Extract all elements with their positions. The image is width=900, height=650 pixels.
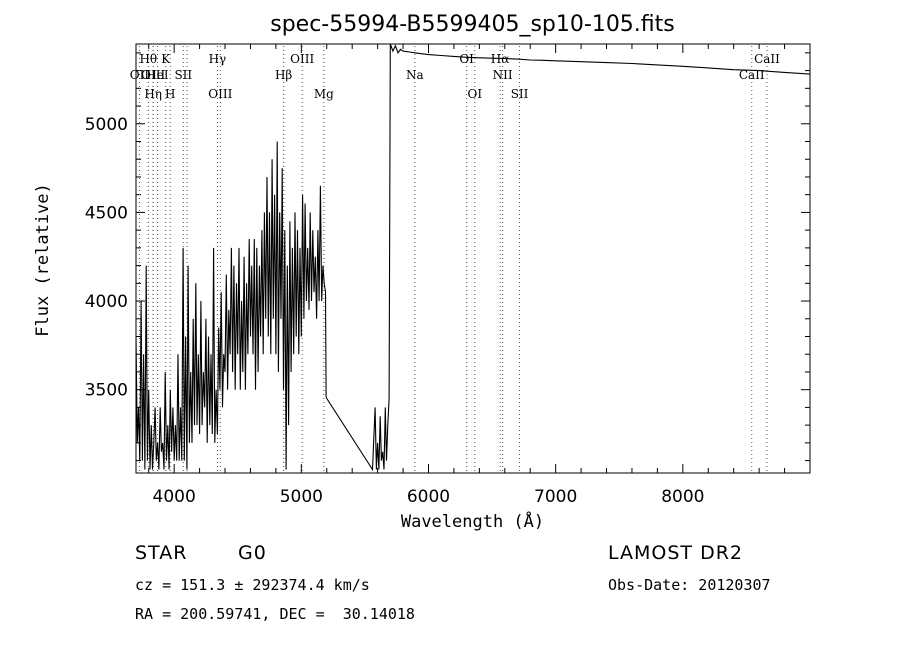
chart-title: spec-55994-B5599405_sp10-105.fits xyxy=(270,12,675,37)
line-label: Hα xyxy=(491,52,510,66)
y-tick-label: 4500 xyxy=(85,203,128,223)
redshift-info: cz = 151.3 ± 292374.4 km/s xyxy=(135,576,370,594)
y-tick-label: 3500 xyxy=(85,381,128,401)
x-tick-label: 6000 xyxy=(407,487,450,507)
obs-date: Obs-Date: 20120307 xyxy=(608,576,771,594)
spectrum-series xyxy=(135,43,811,472)
line-label: Hγ xyxy=(209,52,227,66)
object-class: STAR xyxy=(135,542,188,564)
line-label: Mg xyxy=(314,87,334,101)
line-label: CaII xyxy=(754,52,780,66)
object-subclass: G0 xyxy=(238,542,267,564)
line-label: OI xyxy=(459,52,474,66)
line-label: SII xyxy=(511,87,529,101)
x-tick-label: 7000 xyxy=(534,487,577,507)
x-tick-label: 5000 xyxy=(280,487,323,507)
y-tick-label: 4000 xyxy=(85,292,128,312)
line-label: Na xyxy=(406,68,424,82)
x-tick-label: 4000 xyxy=(153,487,196,507)
spectrum-line xyxy=(135,43,811,472)
y-axis-label: Flux (relative) xyxy=(33,183,53,337)
axes xyxy=(135,43,811,474)
line-label: Hβ xyxy=(275,68,292,82)
line-label: H xyxy=(165,87,175,101)
y-tick-label: 5000 xyxy=(85,115,128,135)
line-label: OIII xyxy=(208,87,232,101)
line-label: NII xyxy=(493,68,513,82)
x-tick-label: 8000 xyxy=(661,487,704,507)
line-label: OII xyxy=(130,68,150,82)
line-label: OIII xyxy=(290,52,314,66)
line-label: Hθ xyxy=(139,52,157,66)
spectral-line-markers: OIIHθOIIIHηHeIKHSIIHγOIIIHβOIIIMgNaOIOIH… xyxy=(130,46,780,473)
survey-name: LAMOST DR2 xyxy=(608,542,743,564)
plot-frame xyxy=(135,43,811,474)
tick-labels: 4000 5000 6000 7000 8000 3500 4000 4500 5000 xyxy=(85,115,705,507)
x-axis-label: Wavelength (Å) xyxy=(400,512,545,532)
line-label: K xyxy=(161,52,171,66)
line-label: CaII xyxy=(739,68,765,82)
coordinates: RA = 200.59741, DEC = 30.14018 xyxy=(135,605,415,623)
line-label: Hη xyxy=(144,87,162,101)
line-label: OI xyxy=(467,87,482,101)
line-label: SII xyxy=(174,68,192,82)
line-label: HeI xyxy=(146,68,169,82)
